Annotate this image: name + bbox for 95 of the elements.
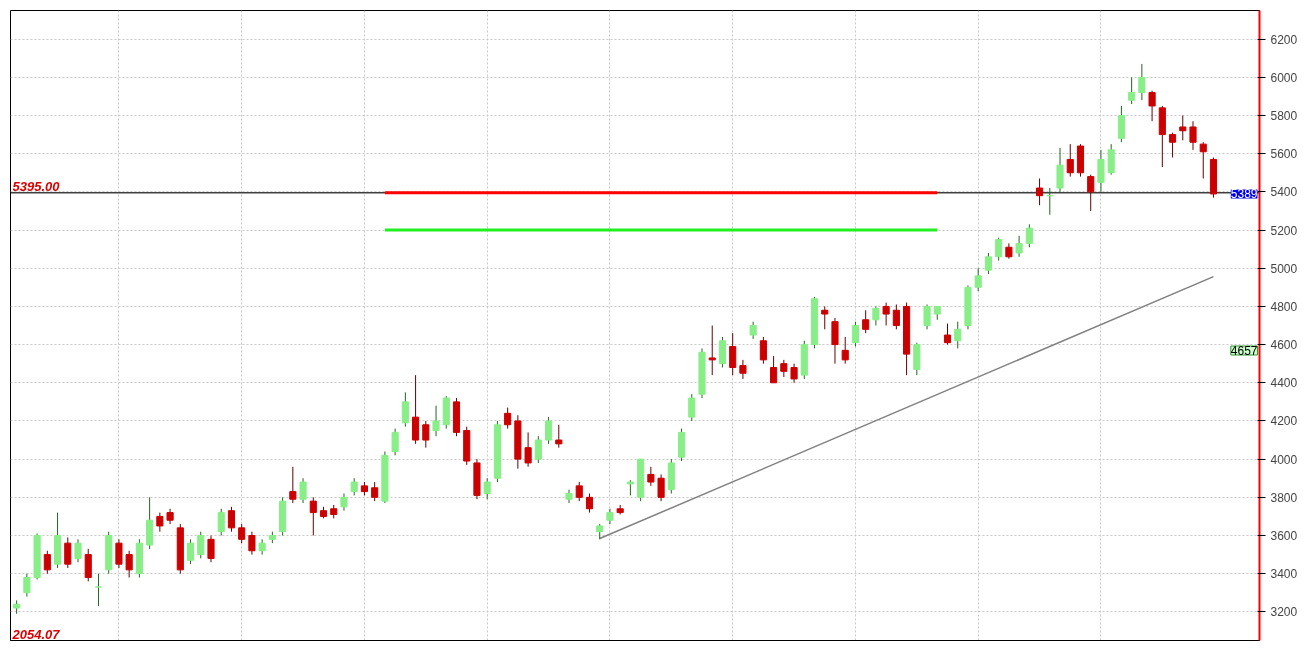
candlestick: [125, 550, 133, 578]
candlestick: [227, 506, 236, 533]
candlestick: [995, 237, 1003, 262]
candlestick: [1189, 120, 1197, 151]
candlestick: [1015, 235, 1023, 258]
candlestick: [238, 523, 246, 544]
candlestick: [289, 466, 297, 504]
candlestick: [1148, 90, 1156, 122]
candlestick: [729, 332, 737, 376]
candlestick: [258, 538, 266, 556]
candlestick: [943, 323, 952, 346]
y-tick-label: 5400: [1270, 185, 1298, 200]
candlestick: [534, 435, 542, 464]
candlestick: [862, 309, 870, 334]
candlestick: [1087, 174, 1095, 212]
candlestick: [892, 304, 900, 330]
candlestick: [401, 391, 409, 428]
candlestick: [585, 493, 594, 514]
candlestick: [1056, 147, 1064, 193]
candlestick: [544, 416, 553, 445]
candlestick: [555, 424, 563, 449]
candlestick: [1117, 105, 1125, 143]
y-tick-label: 3800: [1270, 490, 1298, 505]
y-tick-label: 3600: [1270, 529, 1298, 543]
candlestick: [197, 531, 205, 559]
annotation: 2054.07: [11, 626, 61, 642]
candlestick: [739, 359, 747, 380]
candlestick: [1199, 141, 1207, 179]
candlestick: [84, 548, 92, 582]
y-tick-label: 3400: [1270, 567, 1298, 582]
candlestick: [1097, 149, 1105, 193]
candlestick: [770, 355, 778, 384]
y-tick-label: 4000: [1270, 452, 1298, 467]
candlestick: [565, 489, 573, 504]
candlestick: [688, 393, 696, 422]
candlestick: [309, 496, 317, 536]
candlestick: [1168, 132, 1177, 158]
candlestick: [74, 538, 82, 563]
candlestick: [422, 420, 430, 449]
candlestick: [94, 573, 103, 607]
candlestick: [1128, 76, 1136, 105]
candlestick: [718, 336, 727, 368]
candlestick: [412, 374, 420, 445]
candlestick: [43, 550, 51, 575]
candlestick: [217, 508, 225, 536]
candlestick: [1066, 143, 1074, 178]
candlestick: [954, 321, 962, 349]
candlestick: [759, 336, 767, 365]
y-tick-label: 5600: [1270, 147, 1298, 162]
candlestick: [1025, 223, 1033, 248]
y-tick-label: 3200: [1270, 605, 1298, 620]
candlestick: [841, 336, 849, 365]
candlestick: [790, 363, 798, 384]
candlestick: [851, 321, 860, 347]
y-tick-label: 5200: [1270, 223, 1298, 238]
candlestick: [882, 302, 890, 326]
candlestick: [391, 428, 399, 456]
candlestick: [984, 252, 992, 275]
candlestick: [708, 325, 716, 376]
y-tick-label: 6200: [1270, 32, 1298, 47]
candlestick: [831, 317, 839, 365]
y-tick-label: 4800: [1270, 299, 1298, 314]
text: 4657: [1230, 344, 1258, 358]
candlestick: [115, 538, 123, 569]
y-tick-label: 5800: [1270, 109, 1298, 123]
candlestick: [974, 267, 982, 292]
annotation: 5389: [1230, 187, 1258, 202]
candlestick: [1179, 115, 1187, 141]
candlestick: [64, 536, 72, 569]
candlestick: [1036, 178, 1044, 206]
candlestick: [1138, 63, 1146, 101]
candlestick: [207, 535, 215, 563]
y-tick-label: 6000: [1270, 70, 1298, 85]
y-tick-label: 4400: [1270, 376, 1298, 391]
candlestick: [647, 466, 655, 487]
candlestick: [299, 477, 307, 504]
candlestick: [371, 481, 379, 502]
candlestick: [23, 573, 31, 598]
candlestick: [186, 538, 195, 565]
candlestick: [156, 512, 164, 533]
candlestick: [483, 477, 491, 500]
y-tick-label: 5000: [1270, 261, 1298, 276]
candlestick: [923, 304, 931, 330]
y-tick-label: 4600: [1270, 338, 1298, 353]
candlestick: [657, 473, 665, 502]
ref-line-label: 5395.00: [12, 178, 61, 194]
y-tick-label: 4200: [1270, 414, 1298, 429]
candlestick: [872, 305, 880, 326]
candlestick: [432, 405, 440, 437]
candlestick: [524, 431, 532, 468]
candlestick: [821, 305, 829, 330]
candlestick: [1107, 143, 1115, 176]
candlestick: [575, 481, 583, 502]
candlestick: [248, 531, 256, 556]
candlestick: [504, 407, 512, 430]
